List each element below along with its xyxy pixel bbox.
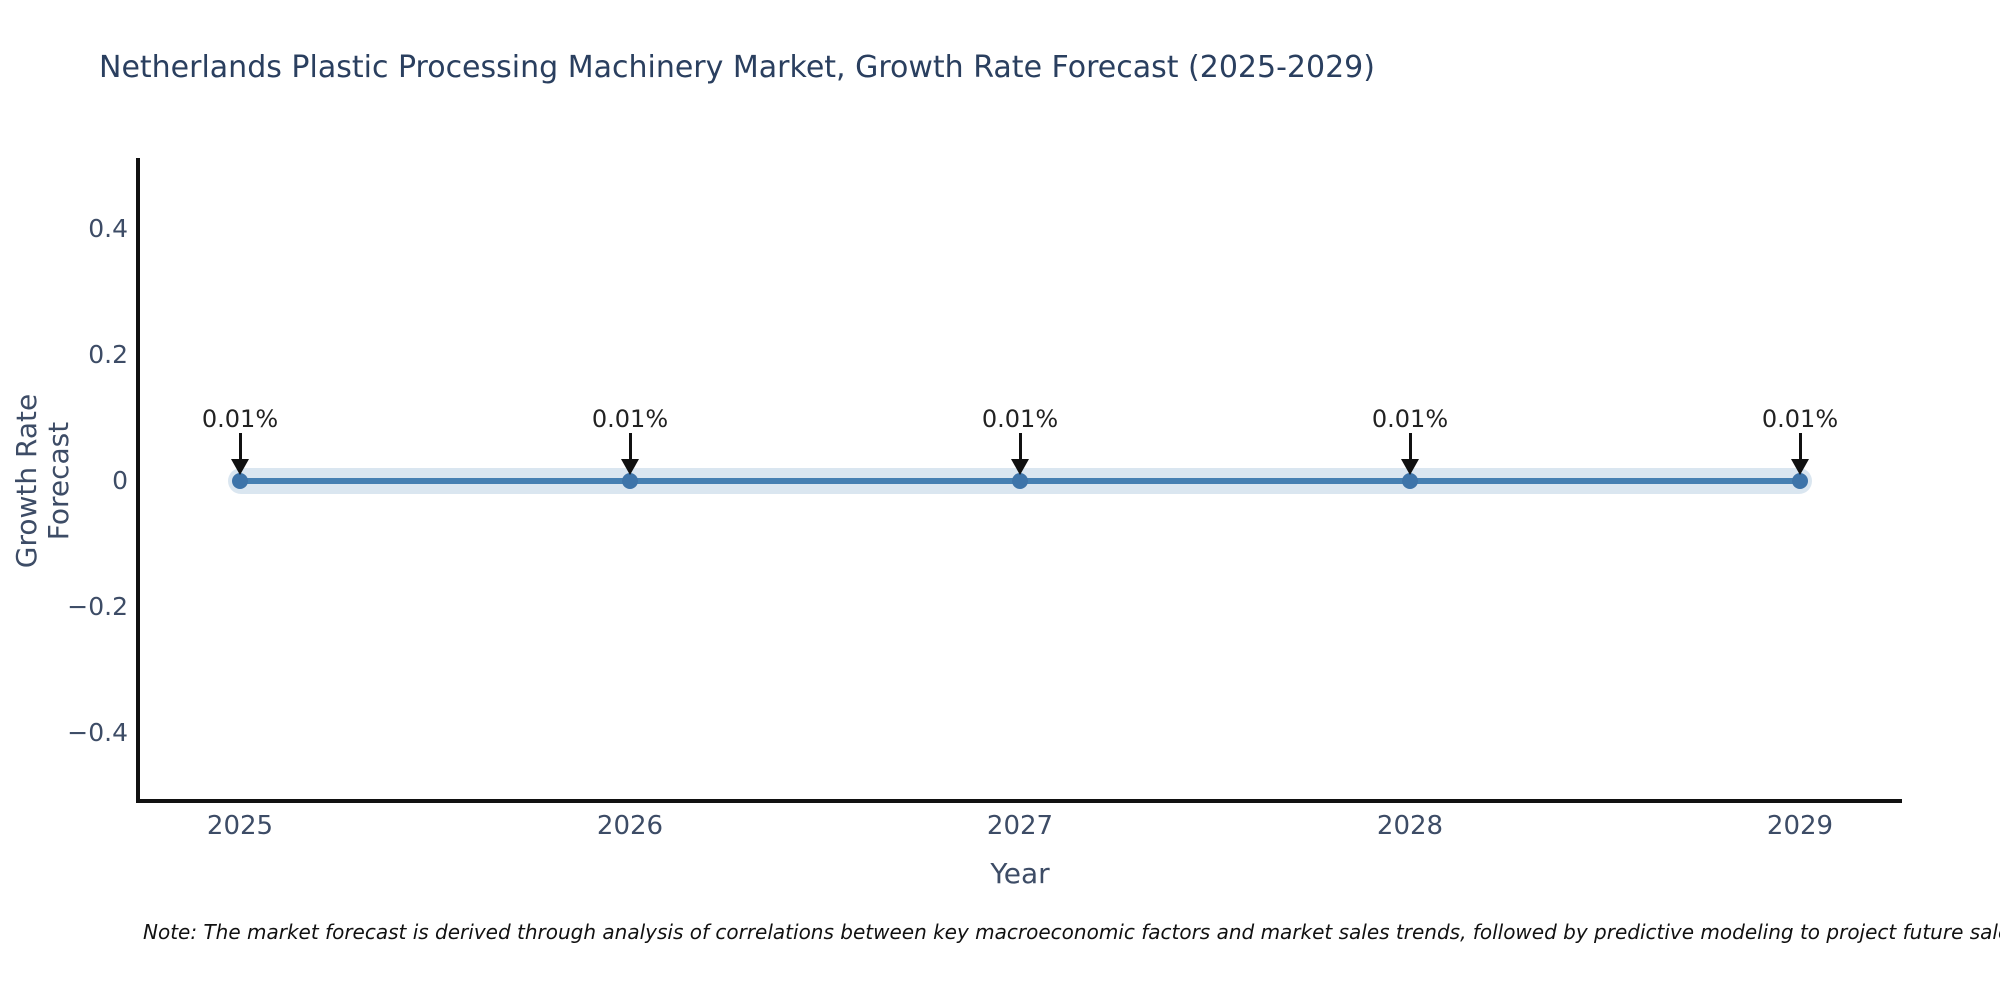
arrow-down-icon <box>621 459 639 475</box>
y-tick-label: −0.2 <box>67 592 128 621</box>
y-axis-title: Growth Rate Forecast <box>10 393 75 569</box>
arrow-down-icon <box>1791 459 1809 475</box>
arrow-down-icon <box>1401 459 1419 475</box>
x-tick-label: 2028 <box>1376 811 1444 841</box>
y-tick-label: 0 <box>112 466 128 495</box>
data-point-marker-2025 <box>232 473 248 489</box>
x-tick-label: 2027 <box>986 811 1054 841</box>
data-point-marker-2029 <box>1792 473 1808 489</box>
y-tick-label: −0.4 <box>67 718 128 747</box>
arrow-down-icon <box>239 433 242 460</box>
arrow-down-icon <box>1409 433 1412 460</box>
footnote: Note: The market forecast is derived thr… <box>143 920 2000 944</box>
arrow-down-icon <box>1019 433 1022 460</box>
x-tick-label: 2026 <box>596 811 664 841</box>
x-axis-spine <box>136 799 1902 803</box>
data-point-marker-2027 <box>1012 473 1028 489</box>
y-tick-label: 0.2 <box>88 340 128 369</box>
point-annotation: 0.01% <box>1371 405 1449 433</box>
point-annotation: 0.01% <box>591 405 669 433</box>
data-point-marker-2028 <box>1402 473 1418 489</box>
x-tick-label: 2029 <box>1766 811 1834 841</box>
chart-title: Netherlands Plastic Processing Machinery… <box>99 50 1375 85</box>
y-tick-label: 0.4 <box>88 214 128 243</box>
x-tick-label: 2025 <box>206 811 274 841</box>
point-annotation: 0.01% <box>1761 405 1839 433</box>
point-annotation: 0.01% <box>981 405 1059 433</box>
data-point-marker-2026 <box>622 473 638 489</box>
arrow-down-icon <box>231 459 249 475</box>
point-annotation: 0.01% <box>201 405 279 433</box>
arrow-down-icon <box>629 433 632 460</box>
arrow-down-icon <box>1011 459 1029 475</box>
x-axis-title: Year <box>990 857 1050 890</box>
y-axis-spine <box>136 158 140 803</box>
arrow-down-icon <box>1799 433 1802 460</box>
